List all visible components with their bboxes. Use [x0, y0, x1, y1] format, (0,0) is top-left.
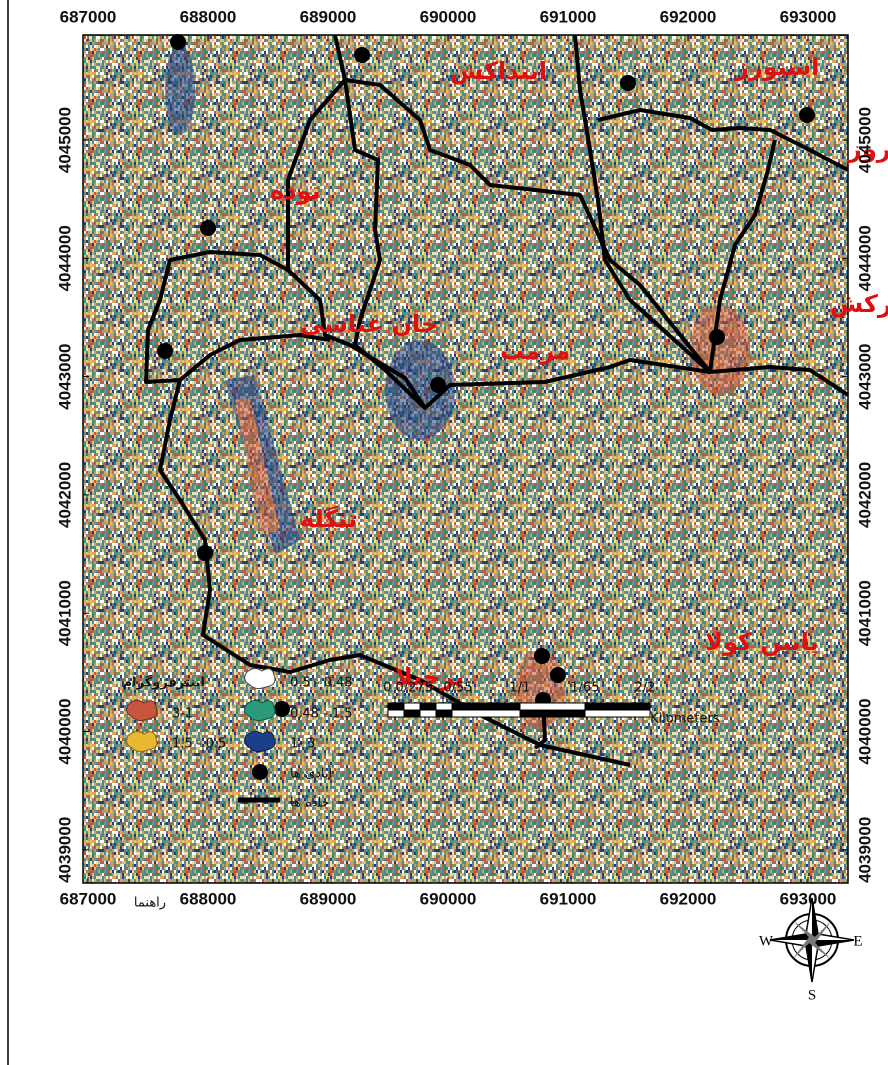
- compass-label: E: [853, 933, 862, 949]
- x-coord-label: 689000: [300, 7, 357, 26]
- y-coord-label: 4043000: [855, 344, 874, 410]
- compass-label: S: [808, 987, 816, 1003]
- village: [430, 377, 446, 393]
- scale-label: 0/55: [443, 681, 472, 696]
- place-label: اسپورز: [734, 53, 819, 81]
- village: [534, 648, 550, 664]
- scale-segment: [404, 710, 420, 717]
- x-coord-label: 692000: [660, 7, 717, 26]
- x-coord-label: 691000: [540, 7, 597, 26]
- scale-segment: [420, 710, 436, 717]
- scale-unit: Kilometers: [650, 712, 720, 727]
- legend-title: اینترفروگرام: [123, 675, 205, 691]
- scale-segment: [404, 703, 420, 710]
- scale-segment: [452, 710, 520, 717]
- y-coord-label: 4045000: [855, 107, 874, 173]
- scale-label: 2/2: [635, 681, 656, 696]
- zone: [165, 45, 195, 135]
- scale-label: 1/65: [570, 681, 599, 696]
- x-coord-label: 693000: [780, 889, 837, 908]
- scale-segment: [452, 703, 520, 710]
- place-label: پایین کولا: [705, 628, 819, 656]
- village: [274, 701, 290, 717]
- x-coord-label: 688000: [180, 889, 237, 908]
- x-coord-label: 691000: [540, 889, 597, 908]
- x-coord-label: 688000: [180, 7, 237, 26]
- village: [157, 343, 173, 359]
- y-coord-label: 4040000: [55, 698, 74, 764]
- legend-label: 0.48 - 1.5: [290, 707, 353, 722]
- x-coord-label: 692000: [660, 889, 717, 908]
- y-coord-label: 4045000: [55, 107, 74, 173]
- scale-segment: [436, 703, 452, 710]
- legend-corner-label: راهنما: [134, 896, 166, 911]
- scale-label: 1/1: [510, 681, 531, 696]
- y-coord-label: 4042000: [55, 462, 74, 528]
- village: [799, 107, 815, 123]
- place-label: خان عباسی: [300, 310, 438, 338]
- x-coord-label: 687000: [60, 7, 117, 26]
- y-coord-label: 4043000: [55, 344, 74, 410]
- scale-segment: [520, 703, 585, 710]
- legend-swatch: [252, 764, 268, 780]
- place-label: توده: [270, 177, 321, 205]
- zone: [690, 305, 750, 395]
- y-coord-label: 4044000: [55, 225, 74, 291]
- y-coord-label: 4039000: [55, 817, 74, 883]
- legend-label: آبادی ها: [290, 765, 333, 782]
- legend-label: 0.5 - 0.48: [290, 676, 353, 691]
- village: [170, 34, 186, 50]
- village: [550, 667, 566, 683]
- x-coord-label: 690000: [420, 889, 477, 908]
- scale-segment: [388, 710, 404, 717]
- y-coord-label: 4040000: [855, 698, 874, 764]
- legend-label: 1.5 - 0.5: [172, 737, 226, 752]
- north-arrow: W E S: [759, 898, 863, 1003]
- y-coord-label: 4042000: [855, 462, 874, 528]
- place-label: تنگله: [300, 505, 357, 533]
- village: [709, 329, 725, 345]
- y-coord-label: 4044000: [855, 225, 874, 291]
- scale-label: 0 0/275: [383, 681, 433, 696]
- compass-label: W: [759, 933, 774, 949]
- scale-segment: [520, 710, 585, 717]
- scale-segment: [436, 710, 452, 717]
- y-coord-label: 4041000: [55, 580, 74, 646]
- x-coord-label: 689000: [300, 889, 357, 908]
- village: [354, 47, 370, 63]
- scale-segment: [388, 703, 404, 710]
- x-coord-label: 693000: [780, 7, 837, 26]
- x-coord-label: 690000: [420, 7, 477, 26]
- map-page: اینداکش اسپورز پیدافروز توده خان عباسی خ…: [0, 0, 888, 1065]
- village: [197, 545, 213, 561]
- scale-segment: [585, 710, 650, 717]
- y-coord-label: 4039000: [855, 817, 874, 883]
- legend-label: 1- 3: [290, 737, 315, 752]
- scale-segment: [585, 703, 650, 710]
- place-label: مرمت: [500, 337, 570, 365]
- village: [200, 220, 216, 236]
- village: [620, 75, 636, 91]
- place-label: اینداکش: [450, 57, 547, 85]
- scale-segment: [420, 703, 436, 710]
- legend-label: 3-1: [172, 707, 193, 722]
- x-coord-label: 687000: [60, 889, 117, 908]
- place-label: خارکش: [830, 290, 888, 318]
- y-coord-label: 4041000: [855, 580, 874, 646]
- legend-label: جاده ها: [290, 796, 330, 811]
